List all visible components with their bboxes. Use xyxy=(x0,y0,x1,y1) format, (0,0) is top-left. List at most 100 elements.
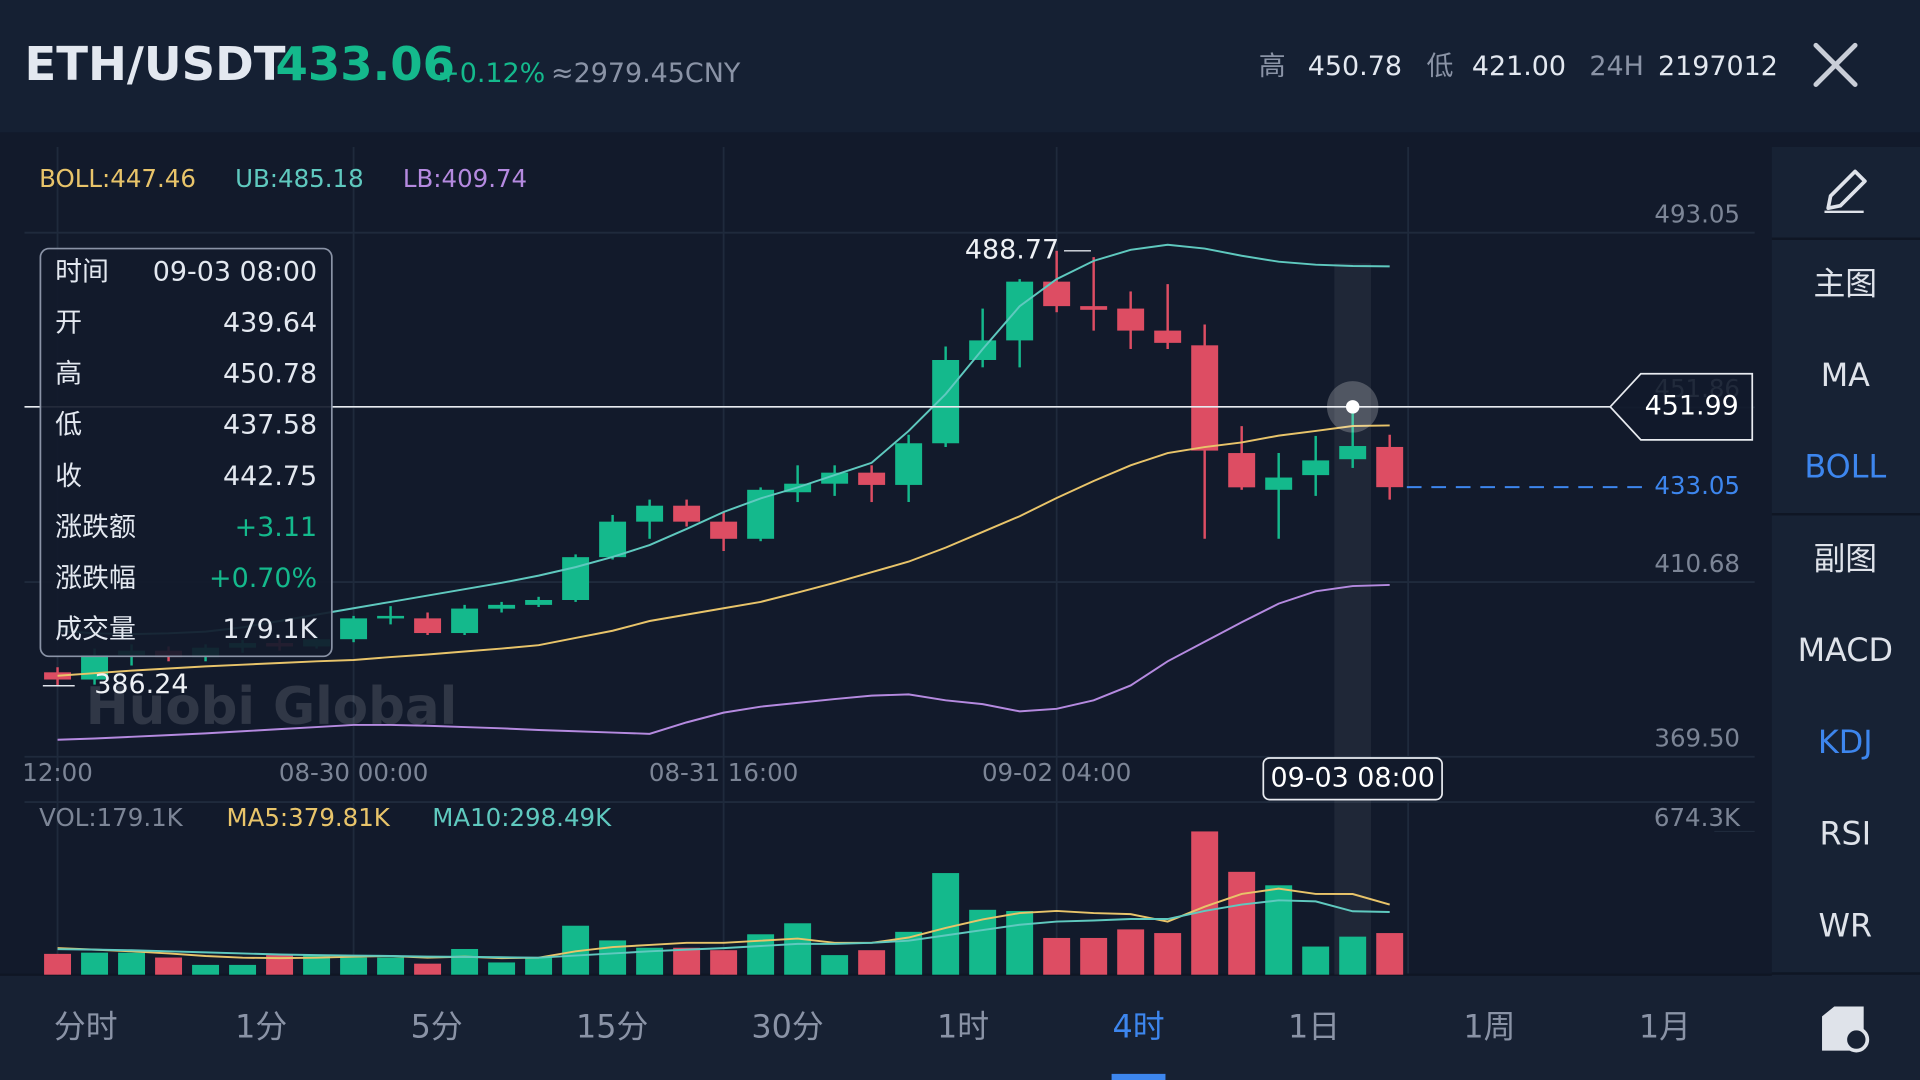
tooltip-label: 时间 xyxy=(55,257,109,288)
candle-body xyxy=(1006,281,1034,341)
volume-bar xyxy=(488,962,516,975)
selection-band xyxy=(1334,263,1372,975)
candle-body xyxy=(673,505,701,522)
volume-bar xyxy=(1339,936,1367,975)
volume-bar xyxy=(1043,937,1071,975)
settings-icon[interactable] xyxy=(1822,1006,1870,1053)
candle-body xyxy=(858,472,886,485)
tooltip-value: 437.58 xyxy=(223,410,317,441)
timeframe-tab[interactable]: 1月 xyxy=(1639,1008,1691,1046)
sidebar-item[interactable]: KDJ xyxy=(1818,723,1873,761)
volume-bar xyxy=(1228,871,1256,975)
timeframe-tab[interactable]: 30分 xyxy=(751,1008,823,1046)
volume-bar xyxy=(1302,946,1330,975)
timeframe-tab[interactable]: 1日 xyxy=(1288,1008,1340,1046)
volume-bar xyxy=(821,955,849,975)
tooltip-value: 439.64 xyxy=(223,308,317,339)
volume-bar xyxy=(710,950,738,975)
volume-bar xyxy=(377,957,405,975)
volume-bar xyxy=(599,940,627,975)
timeframe-tab[interactable]: 5分 xyxy=(411,1008,463,1046)
timeframe-tab[interactable]: 1周 xyxy=(1463,1008,1515,1046)
volume-ma-line xyxy=(57,887,1390,960)
boll-line xyxy=(57,424,1390,677)
timeframe-tab[interactable]: 1时 xyxy=(937,1008,989,1046)
tooltip-value: +0.70% xyxy=(209,563,317,594)
tooltip-label: 涨跌幅 xyxy=(55,563,136,594)
candle-body xyxy=(1339,446,1367,460)
x-tick-label: 09-02 04:00 xyxy=(982,758,1131,787)
tooltip-value: 442.75 xyxy=(223,461,317,492)
volume-bar xyxy=(784,923,812,975)
sidebar-item[interactable]: BOLL xyxy=(1804,448,1886,486)
cny-price: ≈2979.45CNY xyxy=(551,58,741,89)
candle-body xyxy=(1228,453,1256,488)
candle-body xyxy=(821,472,849,484)
high-label: 高 xyxy=(1259,51,1286,82)
candle-body xyxy=(525,599,553,605)
ma5-legend: MA5:379.81K xyxy=(227,803,391,832)
volume-bar xyxy=(525,957,553,975)
volume-bar xyxy=(451,948,479,975)
volume-bar xyxy=(1080,937,1108,975)
volume-bar xyxy=(858,950,886,975)
candle-body xyxy=(599,521,627,558)
tooltip-value: 09-03 08:00 xyxy=(153,257,317,288)
candle-body xyxy=(414,618,442,634)
candle-body xyxy=(44,672,72,680)
timeframe-tab[interactable]: 15分 xyxy=(576,1008,648,1046)
x-tick-label: 08-31 16:00 xyxy=(649,758,798,787)
sidebar-item[interactable]: MA xyxy=(1821,356,1870,394)
volume-bar xyxy=(155,957,183,975)
sidebar-item[interactable]: RSI xyxy=(1819,815,1871,853)
volume-bar xyxy=(1117,929,1145,975)
volume-tick-label: 674.3K xyxy=(1654,803,1741,832)
high-value: 450.78 xyxy=(1308,51,1402,82)
ub-legend: UB:485.18 xyxy=(235,164,364,193)
sidebar-item[interactable]: MACD xyxy=(1798,631,1893,669)
volume-bar xyxy=(1006,911,1034,975)
timeframe-tab[interactable]: 分时 xyxy=(54,1008,118,1046)
volume-bar xyxy=(303,955,331,975)
timeframe-tab[interactable]: 1分 xyxy=(235,1008,287,1046)
ma10-legend: MA10:298.49K xyxy=(432,803,612,832)
sidebar-item[interactable]: 主图 xyxy=(1813,264,1877,302)
candle-body xyxy=(1302,460,1330,476)
candle-body xyxy=(710,521,738,539)
candle-body xyxy=(1376,446,1404,488)
volume-bar xyxy=(673,947,701,975)
low-label: 低 xyxy=(1427,51,1454,82)
crosshair-time-box xyxy=(1262,757,1443,801)
sidebar-panel xyxy=(1771,146,1920,975)
sidebar-item[interactable]: 副图 xyxy=(1813,539,1877,577)
max-label: 488.77 xyxy=(965,234,1059,265)
last-price-label: 433.05 xyxy=(1654,471,1740,500)
timeframe-tab[interactable]: 4时 xyxy=(1112,1008,1164,1046)
x-tick-label: 12:00 xyxy=(22,758,93,787)
candle-body xyxy=(1117,308,1145,331)
timeframe-underline xyxy=(1111,1073,1166,1080)
min-label: 386.24 xyxy=(94,669,188,700)
volume-bar xyxy=(932,873,960,975)
y-tick-label: 410.68 xyxy=(1654,549,1740,578)
candle-body xyxy=(488,604,516,609)
tooltip-label: 低 xyxy=(55,410,82,441)
vol-legend: VOL:179.1K xyxy=(39,803,183,832)
boll-line xyxy=(57,583,1390,741)
volume-bar xyxy=(1376,933,1404,975)
volume-ma-line xyxy=(57,899,1390,959)
volume-bar xyxy=(340,957,368,975)
tooltip-value: 450.78 xyxy=(223,359,317,390)
tooltip-label: 高 xyxy=(55,359,82,390)
sidebar-item[interactable]: WR xyxy=(1819,906,1873,944)
boll-legend: BOLL:447.46 xyxy=(39,164,196,193)
watermark: Huobi Global xyxy=(86,677,458,737)
close-button[interactable] xyxy=(1813,42,1858,87)
draw-tool-icon[interactable] xyxy=(1824,169,1867,214)
marks-layer xyxy=(44,243,1404,975)
crosshair-dot xyxy=(1345,400,1360,414)
candle-body xyxy=(1080,306,1108,310)
x-tick-label: 08-30 00:00 xyxy=(279,758,428,787)
candle-body xyxy=(747,489,775,539)
